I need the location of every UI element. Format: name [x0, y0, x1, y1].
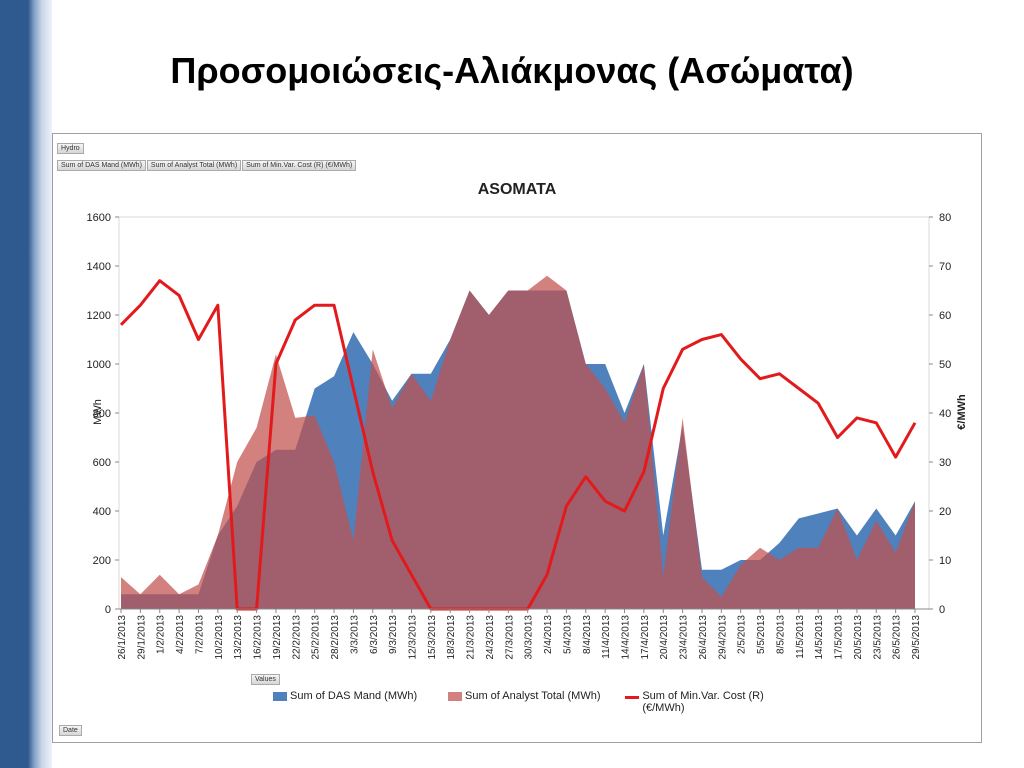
area — [121, 275, 915, 609]
filter-button[interactable]: Hydro — [57, 143, 84, 154]
y2-tick-label: 0 — [939, 604, 945, 616]
x-tick-label: 5/4/2013 — [562, 615, 573, 654]
axis-field-button[interactable]: Date — [59, 725, 82, 736]
legend-swatch — [448, 692, 462, 701]
x-tick-label: 8/4/2013 — [582, 615, 593, 654]
x-tick-label: 13/2/2013 — [233, 615, 244, 660]
x-tick-label: 27/3/2013 — [504, 615, 515, 660]
x-tick-label: 29/4/2013 — [717, 615, 728, 660]
field-button[interactable]: Sum of Analyst Total (MWh) — [146, 160, 242, 171]
field-button[interactable]: Sum of DAS Mand (MWh) — [57, 160, 146, 171]
y2-tick-label: 50 — [939, 359, 951, 371]
x-tick-label: 1/2/2013 — [156, 615, 167, 654]
y2-tick-label: 80 — [939, 212, 951, 224]
x-tick-label: 26/1/2013 — [117, 615, 128, 660]
x-tick-label: 17/5/2013 — [834, 615, 845, 660]
x-tick-label: 19/2/2013 — [272, 615, 283, 660]
decor-stripe — [0, 0, 52, 768]
x-tick-label: 30/3/2013 — [524, 615, 535, 660]
x-tick-label: 26/5/2013 — [892, 615, 903, 660]
values-button[interactable]: Values — [251, 674, 280, 685]
legend-swatch — [273, 692, 287, 701]
y2-tick-label: 20 — [939, 506, 951, 518]
x-tick-label: 29/1/2013 — [136, 615, 147, 660]
y2-tick-label: 70 — [939, 261, 951, 273]
x-tick-label: 10/2/2013 — [214, 615, 225, 660]
legend-item: Sum of DAS Mand (MWh) — [273, 690, 417, 702]
chart-title: ASOMATA — [478, 181, 557, 198]
chart: ASOMATA MWh €/MWh 0200400600800100012001… — [87, 181, 968, 660]
x-tick-label: 20/4/2013 — [659, 615, 670, 660]
y2-tick-label: 40 — [939, 408, 951, 420]
x-tick-label: 28/2/2013 — [330, 615, 341, 660]
legend-item: Sum of Analyst Total (MWh) — [448, 690, 601, 702]
y-axis-label: MWh — [92, 399, 104, 425]
x-tick-label: 18/3/2013 — [446, 615, 457, 660]
x-tick-label: 2/5/2013 — [737, 615, 748, 654]
y2-tick-label: 60 — [939, 310, 951, 322]
legend-swatch — [625, 696, 640, 699]
y-tick-label: 1400 — [87, 261, 111, 273]
x-tick-label: 6/3/2013 — [369, 615, 380, 654]
x-tick-label: 24/3/2013 — [485, 615, 496, 660]
y2-tick-label: 10 — [939, 555, 951, 567]
x-tick-label: 2/4/2013 — [543, 615, 554, 654]
x-tick-label: 8/5/2013 — [775, 615, 786, 654]
x-tick-label: 11/5/2013 — [795, 615, 806, 659]
x-tick-label: 9/3/2013 — [388, 615, 399, 654]
x-tick-label: 14/5/2013 — [814, 615, 825, 660]
x-tick-label: 23/5/2013 — [872, 615, 883, 660]
x-tick-label: 15/3/2013 — [427, 615, 438, 660]
y2-tick-label: 30 — [939, 457, 951, 469]
y-tick-label: 400 — [93, 506, 111, 518]
legend-label: Sum of DAS Mand (MWh) — [290, 690, 418, 702]
slide-title: Προσομοιώσεις-Αλιάκμονας (Ασώματα) — [170, 50, 854, 91]
x-tick-label: 3/3/2013 — [349, 615, 360, 654]
x-tick-label: 12/3/2013 — [407, 615, 418, 660]
y-tick-label: 800 — [93, 408, 111, 420]
x-tick-label: 25/2/2013 — [311, 615, 322, 660]
legend-label: Sum of Analyst Total (MWh) — [465, 690, 601, 702]
legend-label: Sum of Min.Var. Cost (R) (€/MWh) — [642, 690, 764, 714]
x-tick-label: 7/2/2013 — [194, 615, 205, 654]
y-tick-label: 600 — [93, 457, 111, 469]
chart-box: ASOMATA MWh €/MWh 0 200 400 600 800 1000 1200 1… — [52, 133, 982, 743]
legend-item: Sum of Min.Var. Cost (R) (€/MWh) — [625, 690, 775, 714]
y-tick-label: 0 — [105, 604, 111, 616]
x-tick-label: 14/4/2013 — [621, 615, 632, 660]
y-tick-label: 1000 — [87, 359, 111, 371]
x-tick-label: 21/3/2013 — [466, 615, 477, 660]
x-tick-label: 23/4/2013 — [679, 615, 690, 660]
x-tick-label: 4/2/2013 — [175, 615, 186, 654]
y-tick-label: 200 — [93, 555, 111, 567]
x-tick-label: 11/4/2013 — [601, 615, 612, 659]
x-tick-label: 22/2/2013 — [291, 615, 302, 660]
y2-axis-label: €/MWh — [956, 394, 968, 430]
y-tick-label: 1600 — [87, 212, 111, 224]
x-tick-label: 16/2/2013 — [253, 615, 264, 660]
x-tick-label: 17/4/2013 — [640, 615, 651, 660]
x-tick-label: 20/5/2013 — [853, 615, 864, 660]
x-tick-label: 29/5/2013 — [911, 615, 922, 660]
field-button[interactable]: Sum of Min.Var. Cost (R) (€/MWh) — [242, 160, 357, 171]
field-buttons: Sum of DAS Mand (MWh) Sum of Analyst Tota… — [57, 160, 357, 171]
x-tick-label: 26/4/2013 — [698, 615, 709, 660]
y-tick-label: 1200 — [87, 310, 111, 322]
x-tick-label: 5/5/2013 — [756, 615, 767, 654]
